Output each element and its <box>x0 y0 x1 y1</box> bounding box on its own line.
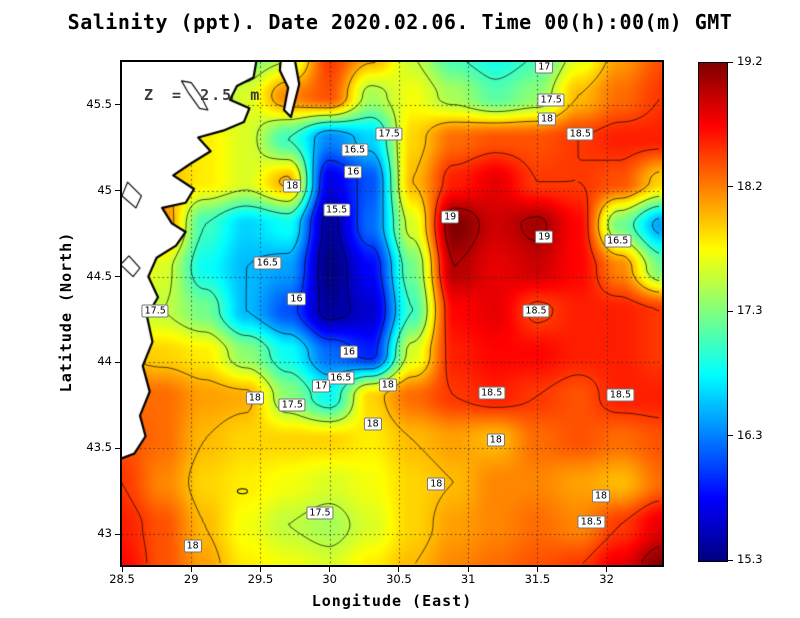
colorbar-tick-mark <box>728 435 733 436</box>
x-tick-mark <box>606 567 608 572</box>
contour-label: 18.5 <box>606 388 635 402</box>
y-tick-label: 45.5 <box>86 96 112 111</box>
contour-label: 18.5 <box>478 386 506 400</box>
contour-label: 16 <box>287 292 306 306</box>
contour-label: 17.5 <box>278 398 306 412</box>
contour-label: 18 <box>486 433 505 447</box>
colorbar-tick-mark <box>728 559 733 561</box>
contour-label: 18 <box>363 417 382 431</box>
contour-label: 18 <box>245 391 264 405</box>
contour-label: 18 <box>427 477 446 491</box>
salinity-heatmap-canvas <box>122 62 662 565</box>
contour-label: 18 <box>378 378 397 392</box>
x-tick-label: 30.5 <box>386 572 412 586</box>
contour-label: 18.5 <box>522 304 550 318</box>
x-tick-label: 31 <box>460 572 476 586</box>
contour-label: 17 <box>312 379 331 393</box>
contour-label: 18.5 <box>566 127 594 141</box>
contour-label: 17.5 <box>375 127 403 141</box>
x-tick-label: 32 <box>599 572 614 586</box>
colorbar-tick-mark <box>728 310 733 312</box>
contour-label: 18 <box>283 179 302 193</box>
map-plot-area: 17 17.5 18 18.5 17.5 16.5 16 18 15.5 19 19 16.5 16.5… <box>120 60 664 567</box>
x-tick-mark <box>259 567 261 572</box>
colorbar-tick-label: 16.3 <box>737 427 763 442</box>
x-tick-label: 31.5 <box>524 572 551 586</box>
colorbar-tick-label: 15.3 <box>737 552 763 566</box>
contour-label: 16.5 <box>341 143 369 157</box>
colorbar-tick-label: 18.2 <box>737 178 763 193</box>
contour-label: 19 <box>535 230 554 244</box>
contour-label: 18 <box>592 489 611 503</box>
y-tick-label: 43.5 <box>86 440 112 455</box>
contour-label: 17.5 <box>141 304 169 318</box>
x-tick-label: 29.5 <box>247 572 274 586</box>
y-tick-label: 43 <box>97 526 112 541</box>
colorbar-tick-label: 17.3 <box>737 303 763 317</box>
contour-label: 17.5 <box>306 506 334 520</box>
contour-label: 16.5 <box>327 371 355 385</box>
x-tick-label: 30 <box>322 572 337 586</box>
colorbar-tick-label: 19.2 <box>737 54 763 68</box>
contour-label: 18 <box>538 112 557 126</box>
colorbar-tick-mark <box>728 61 733 63</box>
contour-label: 17 <box>535 62 554 74</box>
contour-label: 16 <box>340 345 359 359</box>
y-tick-mark <box>115 190 120 192</box>
contour-label: 19 <box>441 210 460 223</box>
y-tick-mark <box>115 533 120 535</box>
x-tick-mark <box>121 567 123 572</box>
x-tick-mark <box>190 567 192 572</box>
contour-label: 15.5 <box>323 203 351 217</box>
x-axis-title: Longitude (East) <box>311 592 473 610</box>
figure-title: Salinity (ppt). Date 2020.02.06. Time 00… <box>67 10 733 34</box>
x-tick-mark <box>536 567 538 572</box>
colorbar-gradient-canvas <box>699 63 727 561</box>
depth-annotation: Z = 2.5 m <box>144 86 262 104</box>
colorbar <box>698 62 728 562</box>
contour-label: 16.5 <box>253 256 281 270</box>
contour-label: 17.5 <box>537 93 565 107</box>
y-tick-label: 44 <box>97 354 112 369</box>
y-tick-mark <box>115 361 120 363</box>
y-tick-mark <box>115 104 120 106</box>
x-tick-label: 28.5 <box>109 572 135 586</box>
colorbar-tick-mark <box>728 186 733 187</box>
contour-label: 18.5 <box>577 515 605 529</box>
y-tick-mark <box>115 276 120 278</box>
contour-label: 16.5 <box>604 234 632 248</box>
x-tick-mark <box>467 567 469 572</box>
x-tick-mark <box>329 567 331 572</box>
contour-label: 16 <box>344 165 363 179</box>
y-tick-mark <box>115 447 120 449</box>
contour-label: 18 <box>183 539 202 553</box>
x-tick-mark <box>398 567 400 572</box>
y-tick-label: 45 <box>97 182 112 197</box>
x-tick-label: 29 <box>183 572 199 586</box>
y-tick-label: 44.5 <box>86 268 112 283</box>
